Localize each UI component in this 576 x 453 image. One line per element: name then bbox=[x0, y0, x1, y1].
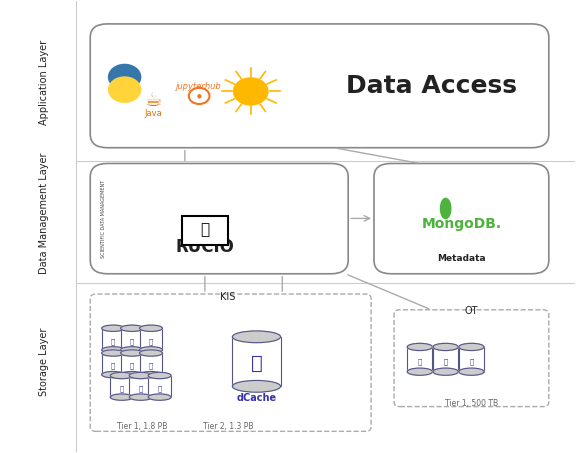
Ellipse shape bbox=[232, 381, 281, 392]
Text: Storage Layer: Storage Layer bbox=[39, 328, 50, 396]
Ellipse shape bbox=[139, 371, 162, 378]
Bar bbox=[232, 337, 281, 386]
Ellipse shape bbox=[120, 350, 143, 356]
FancyBboxPatch shape bbox=[374, 164, 549, 274]
Ellipse shape bbox=[148, 372, 171, 379]
Bar bbox=[433, 347, 458, 372]
Text: KIS: KIS bbox=[220, 292, 236, 302]
Ellipse shape bbox=[110, 372, 133, 379]
Text: 🦅: 🦅 bbox=[149, 338, 153, 345]
Bar bbox=[407, 347, 433, 372]
Text: 🦅: 🦅 bbox=[130, 338, 134, 345]
Text: 🦅: 🦅 bbox=[469, 358, 473, 365]
Ellipse shape bbox=[433, 343, 458, 351]
Text: 🦅: 🦅 bbox=[149, 363, 153, 369]
Ellipse shape bbox=[139, 347, 162, 353]
Text: Metadata: Metadata bbox=[437, 255, 486, 263]
Ellipse shape bbox=[139, 325, 162, 332]
Bar bbox=[120, 328, 143, 350]
Text: 🦅: 🦅 bbox=[251, 354, 262, 373]
Circle shape bbox=[109, 64, 141, 90]
Ellipse shape bbox=[120, 325, 143, 332]
Ellipse shape bbox=[407, 343, 433, 351]
Text: MongoDB.: MongoDB. bbox=[422, 217, 502, 231]
Bar bbox=[139, 353, 162, 375]
Text: 🦅: 🦅 bbox=[444, 358, 448, 365]
FancyBboxPatch shape bbox=[90, 164, 348, 274]
Text: 🦅: 🦅 bbox=[418, 358, 422, 365]
Ellipse shape bbox=[102, 347, 124, 353]
Text: 🦅: 🦅 bbox=[120, 385, 124, 392]
Ellipse shape bbox=[139, 350, 162, 356]
Text: Data Management Layer: Data Management Layer bbox=[39, 152, 50, 274]
Bar bbox=[459, 347, 484, 372]
Text: Tier 2, 1.3 PB: Tier 2, 1.3 PB bbox=[203, 422, 253, 431]
Bar bbox=[120, 353, 143, 375]
Bar bbox=[129, 376, 152, 397]
Ellipse shape bbox=[441, 198, 451, 219]
Ellipse shape bbox=[129, 394, 152, 400]
FancyBboxPatch shape bbox=[90, 24, 549, 148]
FancyBboxPatch shape bbox=[394, 310, 549, 407]
Bar bbox=[148, 376, 171, 397]
Ellipse shape bbox=[102, 371, 124, 378]
Text: Java: Java bbox=[145, 110, 162, 118]
Ellipse shape bbox=[148, 394, 171, 400]
FancyBboxPatch shape bbox=[90, 294, 371, 431]
Ellipse shape bbox=[102, 325, 124, 332]
Ellipse shape bbox=[120, 371, 143, 378]
Text: dCache: dCache bbox=[236, 394, 276, 404]
Text: 🦅: 🦅 bbox=[130, 363, 134, 369]
Text: 🦅: 🦅 bbox=[139, 385, 143, 392]
Ellipse shape bbox=[232, 331, 281, 342]
Circle shape bbox=[109, 77, 141, 102]
Text: OT: OT bbox=[465, 306, 478, 316]
Text: Application Layer: Application Layer bbox=[39, 40, 50, 125]
Bar bbox=[182, 216, 228, 246]
Circle shape bbox=[233, 78, 268, 105]
Text: SCIENTIFIC DATA MANAGEMENT: SCIENTIFIC DATA MANAGEMENT bbox=[101, 180, 106, 258]
Bar bbox=[102, 353, 124, 375]
Text: ●: ● bbox=[197, 93, 202, 98]
Ellipse shape bbox=[129, 372, 152, 379]
Bar bbox=[110, 376, 133, 397]
Ellipse shape bbox=[407, 368, 433, 375]
Text: ☕: ☕ bbox=[145, 91, 162, 110]
Text: 🐦: 🐦 bbox=[200, 222, 210, 237]
Text: Data Access: Data Access bbox=[346, 74, 517, 98]
Bar bbox=[102, 328, 124, 350]
Text: 🦅: 🦅 bbox=[111, 338, 115, 345]
Text: RUCIO: RUCIO bbox=[176, 238, 234, 256]
Text: 🦅: 🦅 bbox=[111, 363, 115, 369]
Ellipse shape bbox=[433, 368, 458, 375]
Text: jupyterhub: jupyterhub bbox=[176, 82, 222, 92]
Bar bbox=[139, 328, 162, 350]
Ellipse shape bbox=[459, 343, 484, 351]
Ellipse shape bbox=[120, 347, 143, 353]
Ellipse shape bbox=[459, 368, 484, 375]
Text: Tier 1, 1.8 PB: Tier 1, 1.8 PB bbox=[117, 422, 167, 431]
Ellipse shape bbox=[110, 394, 133, 400]
Ellipse shape bbox=[102, 350, 124, 356]
Text: 🦅: 🦅 bbox=[157, 385, 162, 392]
Text: Tier 1, 500 TB: Tier 1, 500 TB bbox=[445, 399, 498, 408]
